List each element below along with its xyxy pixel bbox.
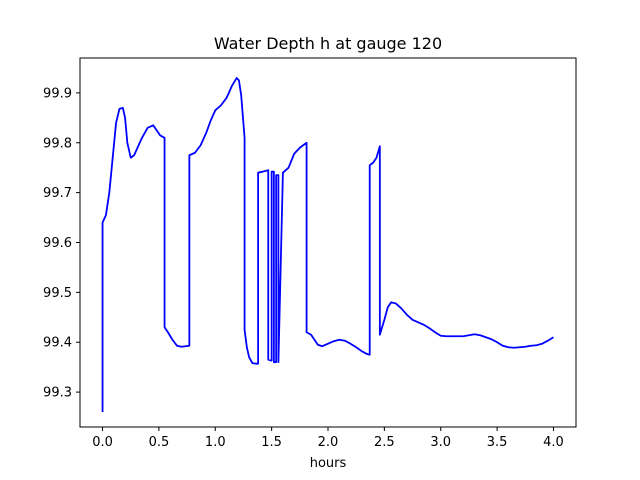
y-tick-label: 99.8: [43, 136, 72, 151]
x-tick-label: 0.5: [149, 435, 170, 450]
x-tick-label: 3.0: [430, 435, 451, 450]
x-tick-label: 2.0: [318, 435, 339, 450]
y-axis-ticks: 99.3 99.4 99.5 99.6 99.7 99.8 99.9: [43, 86, 80, 401]
x-axis-ticks: 0.0 0.5 1.0 1.5 2.0 2.5 3.0 3.5 4.0: [92, 427, 564, 450]
y-tick-label: 99.4: [43, 336, 72, 351]
x-tick-label: 2.5: [374, 435, 395, 450]
x-tick-label: 0.0: [92, 435, 113, 450]
axes-frame: [79, 57, 577, 428]
x-tick-label: 1.0: [205, 435, 226, 450]
y-tick-label: 99.7: [43, 186, 72, 201]
plot-area: [101, 77, 554, 413]
chart-title: Water Depth h at gauge 120: [214, 34, 442, 53]
x-tick-label: 3.5: [487, 435, 508, 450]
x-tick-label: 4.0: [543, 435, 564, 450]
y-tick-label: 99.6: [43, 236, 72, 251]
y-tick-label: 99.5: [43, 286, 72, 301]
series-line-water-depth: [101, 77, 554, 413]
y-tick-label: 99.3: [43, 386, 72, 401]
x-axis-label: hours: [310, 456, 347, 471]
y-tick-label: 99.9: [43, 86, 72, 101]
x-tick-label: 1.5: [261, 435, 282, 450]
